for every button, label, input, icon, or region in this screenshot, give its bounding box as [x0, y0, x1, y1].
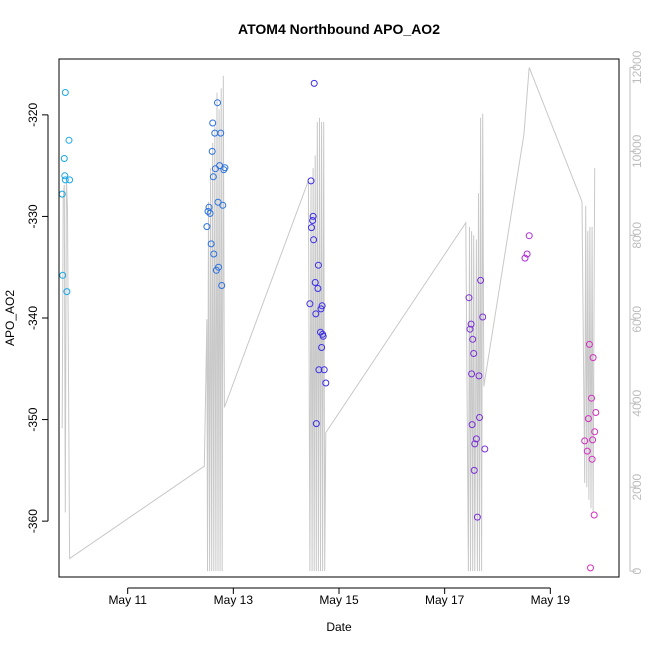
data-point — [208, 147, 216, 155]
data-point — [209, 173, 217, 181]
data-point — [61, 89, 69, 96]
data-point — [318, 302, 326, 310]
y2-tick-label: 0 — [630, 567, 644, 574]
y-axis-label: APO_AO2 — [3, 290, 17, 346]
data-point — [219, 201, 227, 209]
data-point — [215, 263, 222, 271]
data-point — [588, 394, 595, 402]
y2-tick-label: 12000 — [630, 50, 644, 84]
data-point — [481, 445, 489, 453]
axes-layer: -320 -330 -340 -350 -360 May 11 May 13 May 15 Ma… — [26, 50, 644, 607]
data-point — [468, 370, 476, 378]
x-tick-label: May 15 — [319, 593, 359, 607]
data-point — [523, 250, 531, 258]
y-tick-label: -340 — [26, 306, 40, 330]
scatter-points-layer — [58, 79, 600, 572]
data-point — [61, 176, 69, 184]
y-tick-label: -320 — [26, 103, 40, 127]
data-point — [217, 129, 225, 137]
data-point — [592, 409, 600, 416]
data-point — [467, 320, 475, 328]
data-point — [322, 379, 330, 387]
data-point — [477, 276, 485, 284]
data-point — [476, 414, 483, 421]
data-point — [473, 513, 481, 521]
chart-title: ATOM4 Northbound APO_AO2 — [238, 21, 440, 37]
data-point — [214, 99, 221, 107]
data-point — [60, 155, 68, 162]
data-point — [204, 207, 212, 215]
data-point — [581, 437, 589, 445]
x-tick-label: May 11 — [108, 593, 147, 607]
data-point — [472, 435, 480, 443]
data-point — [587, 564, 594, 572]
data-point — [312, 310, 320, 318]
data-point — [59, 271, 67, 279]
data-point — [61, 172, 69, 180]
y2-tick-label: 8000 — [630, 222, 644, 249]
data-point — [590, 511, 598, 519]
y2-tick-label: 2000 — [630, 473, 644, 500]
y-tick-label: -360 — [26, 509, 40, 533]
x-tick-label: May 17 — [425, 593, 465, 607]
data-point — [588, 455, 596, 463]
data-point — [470, 350, 478, 357]
data-point — [584, 415, 592, 423]
data-point — [469, 335, 477, 343]
data-point — [521, 254, 529, 262]
x-tick-label: May 19 — [531, 593, 571, 607]
secondary-series-layer — [61, 67, 596, 572]
x-tick-label: May 13 — [214, 593, 254, 607]
data-point — [589, 436, 597, 444]
data-point — [312, 420, 320, 428]
data-point — [470, 466, 478, 474]
y-tick-label: -350 — [26, 407, 40, 431]
data-point — [466, 325, 474, 333]
data-point — [221, 164, 229, 172]
data-point — [218, 282, 226, 289]
data-point — [471, 440, 479, 448]
data-point — [311, 279, 319, 286]
plot-frame — [58, 58, 620, 578]
data-point — [206, 209, 214, 217]
data-point — [309, 212, 317, 220]
secondary-series-line — [61, 67, 596, 572]
data-point — [475, 372, 483, 380]
data-point — [306, 300, 314, 308]
data-point — [479, 313, 487, 321]
data-point — [214, 198, 222, 206]
data-point — [66, 176, 74, 184]
data-point — [314, 261, 322, 269]
data-point — [591, 428, 599, 436]
data-point — [315, 366, 323, 374]
data-point — [318, 344, 326, 351]
data-point — [585, 340, 593, 348]
data-point — [589, 354, 597, 362]
data-point — [309, 217, 317, 224]
data-point — [468, 421, 476, 429]
data-point — [65, 136, 73, 144]
data-point — [319, 332, 327, 340]
x-axis-label: Date — [326, 620, 352, 634]
data-point — [210, 250, 218, 258]
data-point — [314, 285, 322, 292]
data-point — [203, 223, 211, 231]
data-point — [310, 236, 318, 244]
data-point — [465, 294, 473, 302]
y2-tick-label: 6000 — [630, 306, 644, 333]
data-point — [583, 447, 591, 455]
data-point — [317, 305, 325, 313]
data-point — [209, 119, 217, 127]
data-point — [525, 232, 533, 240]
data-point — [63, 288, 71, 296]
y-tick-label: -330 — [26, 204, 40, 228]
data-point — [320, 366, 328, 374]
data-point — [308, 224, 315, 232]
data-point — [207, 240, 215, 248]
data-point — [307, 177, 315, 185]
y2-tick-label: 10000 — [630, 134, 644, 168]
y2-tick-label: 4000 — [630, 390, 644, 417]
data-point — [310, 79, 318, 87]
